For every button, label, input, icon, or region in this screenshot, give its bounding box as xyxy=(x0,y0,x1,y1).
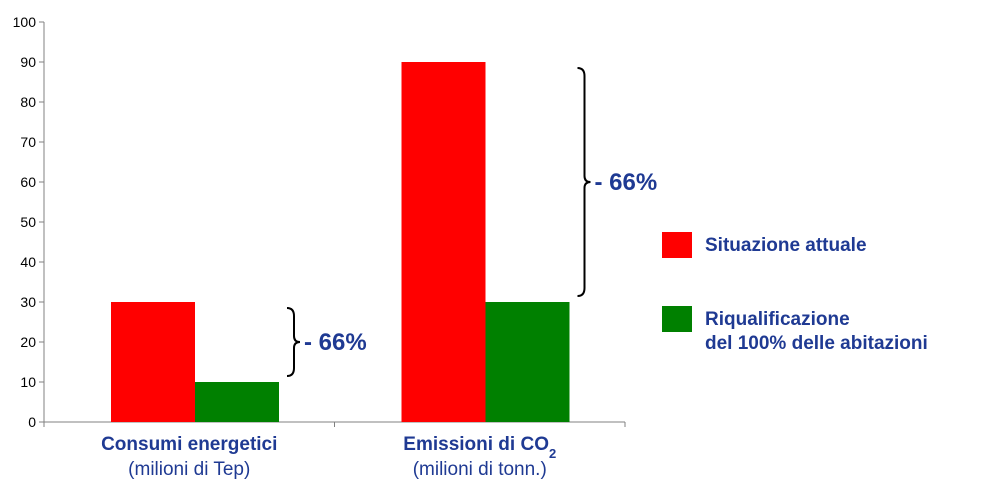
legend-label: Situazione attuale xyxy=(705,235,867,256)
y-tick-label: 0 xyxy=(28,414,36,430)
bar-series-1-cat-1 xyxy=(485,302,570,422)
x-axis: Consumi energetici (milioni di Tep) Emissi… xyxy=(43,421,626,480)
category-label-subscript: 2 xyxy=(549,446,556,461)
legend-swatch-0 xyxy=(662,232,692,258)
bar-series-0-cat-1 xyxy=(401,62,486,422)
annotations: - 66% - 66% xyxy=(286,67,658,377)
y-axis: 0 10 20 30 40 50 60 70 80 90 100 xyxy=(13,14,45,430)
y-tick-label: 20 xyxy=(20,334,36,350)
y-tick-label: 100 xyxy=(13,14,37,30)
brace-1 xyxy=(577,67,591,297)
y-tick-label: 80 xyxy=(20,94,36,110)
bars xyxy=(111,62,570,422)
category-label: Consumi energetici xyxy=(101,434,277,455)
brace-0 xyxy=(286,307,301,377)
y-tick-label: 60 xyxy=(20,174,36,190)
y-tick-label: 30 xyxy=(20,294,36,310)
bar-series-0-cat-0 xyxy=(111,302,195,422)
y-tick-label: 70 xyxy=(20,134,36,150)
category-label: Emissioni di CO2 xyxy=(403,434,556,461)
annotation-label: - 66% xyxy=(304,329,367,356)
y-tick-label: 90 xyxy=(20,54,36,70)
annotation-label: - 66% xyxy=(595,169,658,196)
legend-label-line: del 100% delle abitazioni xyxy=(705,333,928,354)
y-tick-label: 10 xyxy=(20,374,36,390)
legend-swatch-1 xyxy=(662,306,692,332)
y-tick-label: 50 xyxy=(20,214,36,230)
legend-label-line: Riqualificazione xyxy=(705,309,850,330)
bar-series-1-cat-0 xyxy=(195,382,279,422)
legend: Situazione attuale Riqualificazione del 10… xyxy=(662,232,928,354)
category-sublabel: (milioni di tonn.) xyxy=(413,459,547,480)
category-sublabel: (milioni di Tep) xyxy=(128,459,250,480)
y-tick-label: 40 xyxy=(20,254,36,270)
